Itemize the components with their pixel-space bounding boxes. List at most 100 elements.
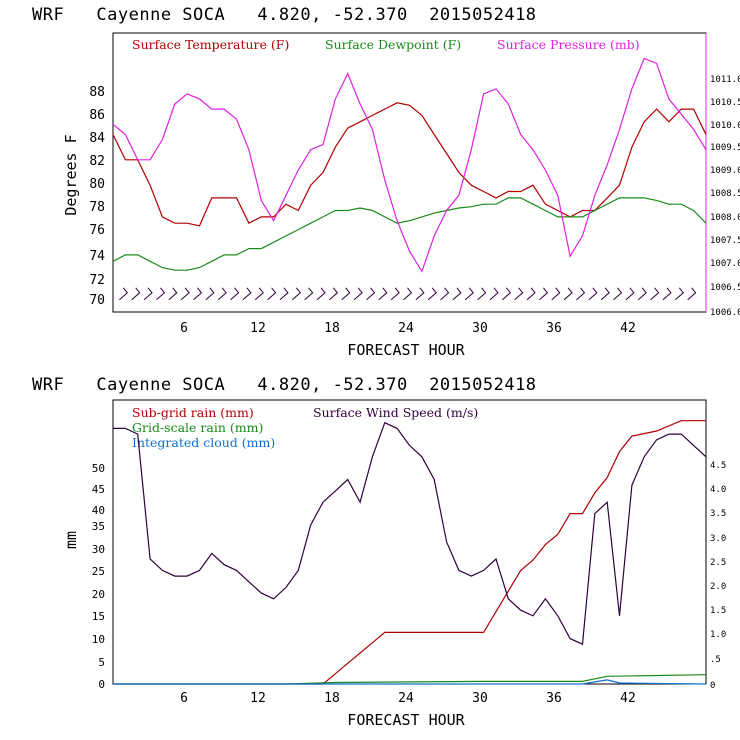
wind-barb	[674, 287, 684, 301]
wind-barb	[502, 287, 512, 301]
top-y-axis-label: Degrees F	[62, 134, 80, 215]
wind-barb	[254, 287, 264, 301]
temperature-panel: WRF Cayenne SOCA 4.820, -52.370 20150524…	[32, 5, 740, 359]
pressure-tick-1006-5: 1006.5	[710, 283, 740, 293]
wind-tick-3-5: 3.5	[710, 509, 726, 519]
top-ytick-84: 84	[89, 131, 105, 146]
wind-barb	[539, 287, 549, 301]
bottom-xtick-36: 36	[546, 691, 562, 706]
wind-barb	[477, 287, 487, 301]
surface-dewpoint-f-line	[112, 197, 707, 271]
pressure-tick-1010-0: 1010.0	[710, 121, 740, 131]
top-pressure-ticks: 1006.0 1006.5 1007.0 1007.5 1008.0 1008.…	[710, 75, 740, 318]
top-ytick-72: 72	[89, 273, 105, 288]
top-xtick-6: 6	[180, 321, 188, 336]
bottom-ytick-25: 25	[92, 565, 105, 578]
wind-barb	[366, 287, 376, 301]
top-ytick-88: 88	[89, 85, 105, 100]
bottom-ytick-5: 5	[98, 656, 105, 669]
bottom-ytick-10: 10	[92, 633, 105, 646]
pressure-tick-1007-5: 1007.5	[710, 236, 740, 246]
wind-barb	[650, 287, 660, 301]
wind-barb	[279, 287, 289, 301]
wind-tick-4-0: 4.0	[710, 485, 726, 495]
bottom-series-lines	[113, 420, 707, 685]
wind-tick-0-5: .5	[710, 655, 721, 665]
wind-barb	[378, 287, 388, 301]
bottom-panel-title: WRF Cayenne SOCA 4.820, -52.370 20150524…	[32, 375, 537, 395]
wind-barb	[662, 287, 672, 301]
top-y-ticks: 70 72 74 76 78 80 82 84 86 88	[89, 85, 105, 308]
wind-barb	[168, 287, 178, 301]
wind-tick-1-5: 1.5	[710, 606, 726, 616]
wind-barb	[390, 287, 400, 301]
wind-barb	[242, 287, 252, 301]
integrated-cloud-mm-line	[113, 679, 707, 685]
wind-barb	[526, 287, 536, 301]
pressure-tick-1009-0: 1009.0	[710, 166, 740, 176]
top-xtick-18: 18	[324, 321, 340, 336]
wind-tick-2-0: 2.0	[710, 582, 726, 592]
wind-tick-3-0: 3.0	[710, 534, 726, 544]
wind-barb	[403, 287, 413, 301]
top-ytick-82: 82	[89, 154, 105, 169]
top-ytick-74: 74	[89, 249, 105, 264]
wind-barb-row	[119, 287, 697, 301]
pressure-tick-1010-5: 1010.5	[710, 98, 740, 108]
top-plot-frame	[112, 32, 707, 313]
bottom-xtick-24: 24	[398, 691, 414, 706]
pressure-tick-1006-0: 1006.0	[710, 308, 740, 318]
legend-surface-pressure: Surface Pressure (mb)	[497, 37, 640, 52]
pressure-tick-1008-5: 1008.5	[710, 189, 740, 199]
surface-wind-speed-m-s-line	[113, 421, 707, 646]
bottom-ytick-0: 0	[98, 678, 105, 691]
wind-barb	[563, 287, 573, 301]
wind-barb	[291, 287, 302, 301]
legend-subgrid-rain: Sub-grid rain (mm)	[132, 405, 254, 420]
legend-surface-dewpoint: Surface Dewpoint (F)	[325, 37, 461, 52]
top-xtick-24: 24	[398, 321, 414, 336]
wind-barb	[193, 287, 203, 301]
wind-barb	[415, 287, 425, 301]
wind-barb	[427, 287, 437, 301]
bottom-xtick-12: 12	[250, 691, 266, 706]
top-xtick-42: 42	[620, 321, 636, 336]
wind-barb	[551, 287, 561, 301]
wind-barb	[217, 287, 227, 301]
top-ytick-70: 70	[89, 293, 105, 308]
pressure-tick-1007-0: 1007.0	[710, 259, 740, 269]
top-x-ticks: 6 12 18 24 30 36 42	[180, 321, 636, 336]
surface-temperature-f-line	[112, 102, 707, 227]
wind-barb	[143, 287, 153, 301]
surface-pressure-mb-line	[112, 57, 707, 273]
legend-integrated-cloud: Integrated cloud (mm)	[132, 435, 275, 450]
top-series-lines	[112, 57, 707, 273]
top-ytick-80: 80	[89, 177, 105, 192]
top-ytick-78: 78	[89, 200, 105, 215]
pressure-tick-1011-0: 1011.0	[710, 75, 740, 85]
wind-barb	[329, 287, 339, 301]
precipitation-panel: WRF Cayenne SOCA 4.820, -52.370 20150524…	[32, 375, 726, 729]
bottom-ytick-35: 35	[92, 520, 105, 533]
bottom-y-axis-label: mm	[62, 531, 80, 549]
top-ytick-86: 86	[89, 108, 105, 123]
wind-barb	[637, 287, 647, 301]
bottom-ytick-20: 20	[92, 588, 105, 601]
top-panel-title: WRF Cayenne SOCA 4.820, -52.370 20150524…	[32, 5, 537, 25]
top-x-axis-label: FORECAST HOUR	[347, 341, 465, 359]
bottom-xtick-6: 6	[180, 691, 188, 706]
wind-barb	[316, 287, 326, 301]
wind-barb	[514, 287, 524, 301]
top-ytick-76: 76	[89, 223, 105, 238]
wind-barb	[464, 287, 474, 301]
wind-barb	[452, 287, 462, 301]
legend-surface-temperature: Surface Temperature (F)	[132, 37, 289, 52]
wind-barb	[304, 287, 314, 301]
sub-grid-rain-mm-line	[113, 420, 706, 685]
legend-surface-wind-speed: Surface Wind Speed (m/s)	[313, 405, 478, 420]
legend-gridscale-rain: Grid-scale rain (mm)	[132, 420, 263, 435]
bottom-xtick-30: 30	[472, 691, 488, 706]
wind-tick-1-0: 1.0	[710, 630, 726, 640]
wind-barb	[230, 287, 240, 301]
wind-barb	[440, 287, 450, 301]
